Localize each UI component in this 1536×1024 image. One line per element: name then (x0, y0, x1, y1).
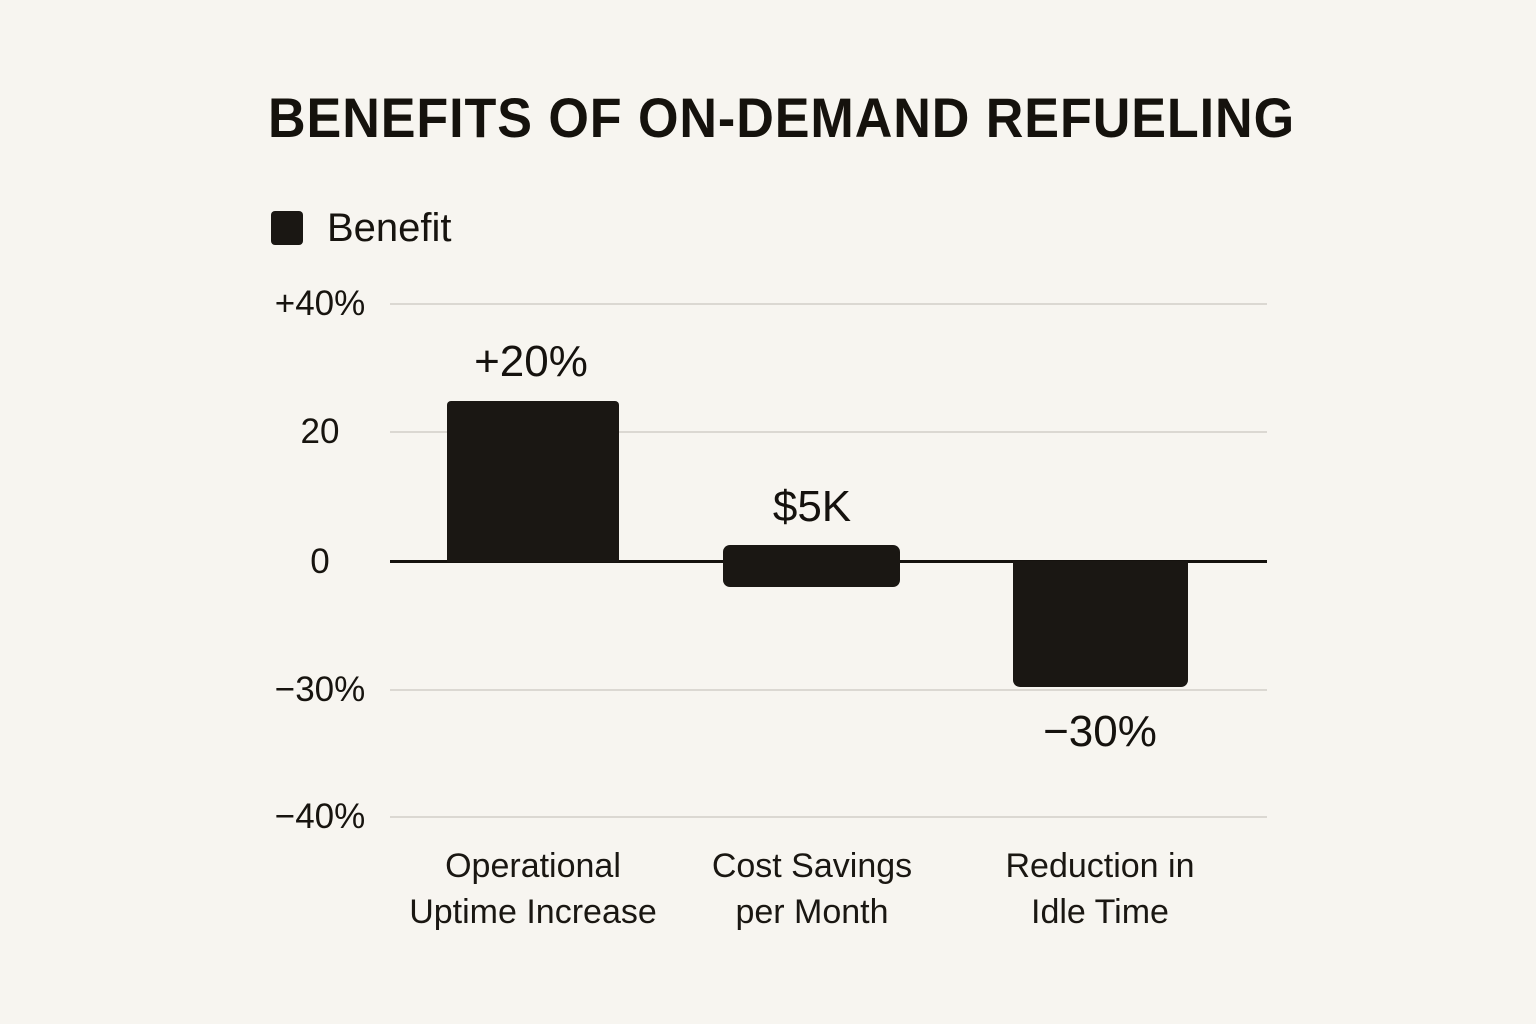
y-tick-minus30: −30% (274, 670, 366, 709)
x-label-idle-time: Reduction in Idle Time (950, 843, 1250, 935)
value-label-operational-uptime: +20% (474, 337, 588, 386)
bar-idle-time (1013, 561, 1188, 687)
value-label-cost-savings: $5K (772, 482, 852, 531)
bar-operational-uptime (447, 401, 619, 562)
x-label-line: Reduction in (1005, 847, 1195, 885)
x-label-operational-uptime: Operational Uptime Increase (383, 843, 683, 935)
x-label-line: Operational (445, 847, 621, 885)
y-tick-0: 0 (310, 542, 330, 581)
x-label-cost-savings: Cost Savings per Month (662, 843, 962, 935)
legend-label-benefit: Benefit (327, 206, 452, 250)
bar-cost-savings (723, 545, 900, 587)
chart-title: BENEFITS OF ON-DEMAND REFUELING (268, 86, 1296, 149)
gridline-20 (390, 431, 1267, 433)
value-label-idle-time: −30% (1043, 707, 1157, 756)
y-tick-20: 20 (300, 412, 340, 451)
gridline-minus40 (390, 816, 1267, 818)
legend-swatch-benefit (271, 211, 303, 245)
x-label-line: Idle Time (1031, 893, 1169, 931)
x-label-line: per Month (735, 893, 889, 931)
gridline-plus40 (390, 303, 1267, 305)
x-label-line: Cost Savings (711, 847, 913, 885)
y-tick-plus40: +40% (274, 284, 366, 323)
gridline-minus30 (390, 689, 1267, 691)
y-tick-minus40: −40% (274, 797, 366, 836)
x-label-line: Uptime Increase (409, 893, 657, 931)
legend: Benefit (271, 206, 452, 250)
